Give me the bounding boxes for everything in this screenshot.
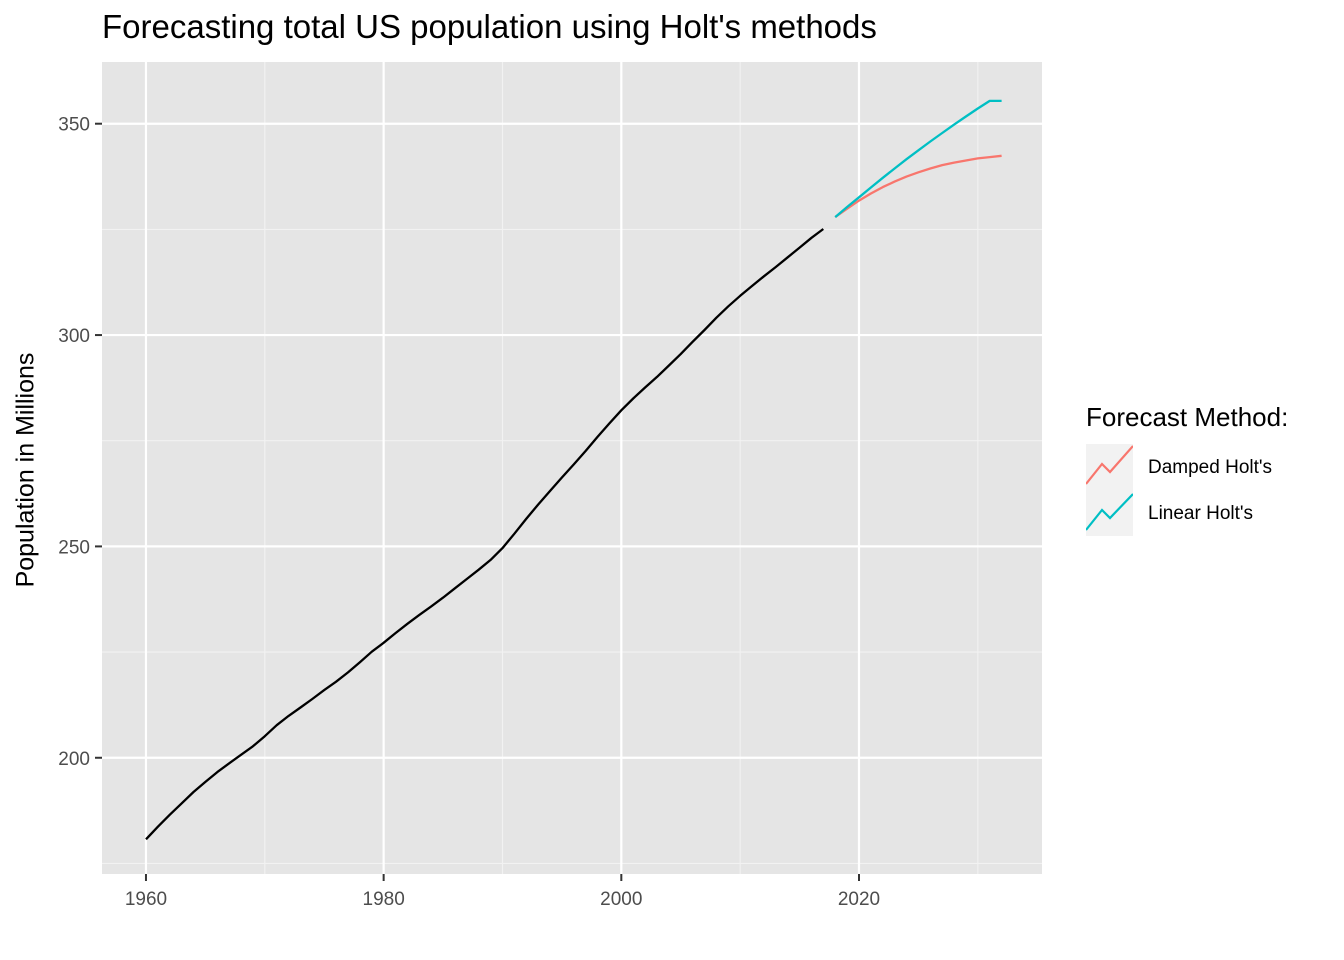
x-tick-label: 1980: [363, 889, 405, 910]
legend-key-damped: [1085, 444, 1134, 490]
chart-title: Forecasting total US population using Ho…: [102, 8, 877, 45]
x-tick-label: 2020: [838, 889, 880, 910]
legend-label-linear: Linear Holt's: [1148, 503, 1254, 524]
legend-key-linear: [1085, 490, 1134, 536]
y-tick-label: 350: [58, 115, 90, 136]
y-tick-label: 200: [58, 749, 90, 770]
x-tick-label: 1960: [125, 889, 167, 910]
series-line-linear-holts: [834, 99, 1002, 218]
legend-line-damped-icon: [1085, 445, 1134, 485]
series-line-observed: [145, 228, 824, 841]
x-tick-label: 2000: [600, 889, 642, 910]
series-layer: [145, 99, 1002, 841]
legend-line-linear-icon: [1085, 493, 1134, 531]
series-line-damped-holts: [834, 154, 1002, 219]
axis-layer: 1960 1980 2000 2020 200 250 300 350: [58, 115, 880, 910]
y-tick-label: 250: [58, 537, 90, 558]
grid-major: [102, 62, 1042, 874]
y-tick-label: 300: [58, 326, 90, 347]
grid-minor: [102, 62, 1042, 874]
legend-title: Forecast Method:: [1086, 402, 1289, 432]
legend-label-damped: Damped Holt's: [1148, 457, 1273, 478]
